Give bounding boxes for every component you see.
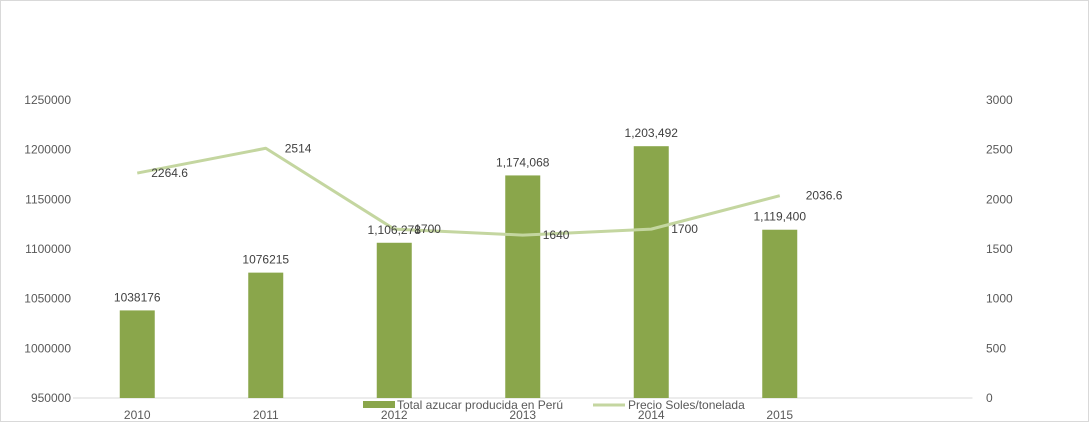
left-axis-tick-label: 1100000 bbox=[25, 242, 71, 256]
bar bbox=[248, 273, 283, 398]
right-axis-tick-label: 1500 bbox=[986, 242, 1013, 256]
bar-data-label: 1,174,068 bbox=[496, 155, 550, 169]
line-data-label: 2264.6 bbox=[151, 166, 188, 180]
bar bbox=[377, 243, 412, 398]
left-axis-tick-label: 1200000 bbox=[24, 143, 71, 157]
right-axis: 0 500 1000 1500 2000 2500 3000 bbox=[986, 93, 1013, 405]
bar bbox=[762, 230, 797, 398]
bar-data-label: 1076215 bbox=[242, 253, 289, 267]
bar-data-label: 1,106,278 bbox=[368, 223, 422, 237]
bar-data-label: 1,119,400 bbox=[754, 210, 807, 224]
line-data-label: 1640 bbox=[543, 228, 570, 242]
bar-series bbox=[120, 146, 798, 398]
left-axis-tick-label: 1150000 bbox=[25, 192, 71, 206]
x-axis-tick-label: 2011 bbox=[253, 408, 279, 422]
left-axis-tick-label: 1050000 bbox=[24, 292, 71, 306]
line-data-label: 2036.6 bbox=[806, 189, 843, 203]
legend: Total azucar producida en Perú Precio So… bbox=[363, 398, 745, 412]
x-axis-tick-label: 2015 bbox=[766, 408, 793, 422]
legend-line-label: Precio Soles/tonelada bbox=[628, 398, 745, 412]
bar-data-label: 1,203,492 bbox=[625, 126, 679, 140]
left-axis-tick-label: 1000000 bbox=[24, 341, 71, 355]
left-axis-tick-label: 1250000 bbox=[24, 93, 71, 107]
left-axis: 950000 1000000 1050000 1100000 1150000 120000… bbox=[24, 93, 71, 405]
right-axis-tick-label: 2000 bbox=[986, 192, 1013, 206]
line-data-label: 1700 bbox=[671, 222, 698, 236]
bar-data-label: 1038176 bbox=[114, 290, 161, 304]
bar bbox=[120, 310, 155, 398]
right-axis-tick-label: 1000 bbox=[986, 292, 1013, 306]
x-axis-tick-label: 2010 bbox=[124, 408, 151, 422]
legend-bar-swatch bbox=[363, 401, 395, 408]
line-data-label: 2514 bbox=[285, 141, 312, 155]
left-axis-tick-label: 950000 bbox=[31, 391, 71, 405]
right-axis-tick-label: 2500 bbox=[986, 143, 1013, 157]
bar bbox=[505, 175, 540, 398]
right-axis-tick-label: 0 bbox=[986, 391, 993, 405]
right-axis-tick-label: 500 bbox=[986, 341, 1006, 355]
line-data-label: 1700 bbox=[414, 222, 441, 236]
legend-bar-label: Total azucar producida en Perú bbox=[397, 398, 563, 412]
right-axis-tick-label: 3000 bbox=[986, 93, 1013, 107]
bar bbox=[634, 146, 669, 398]
